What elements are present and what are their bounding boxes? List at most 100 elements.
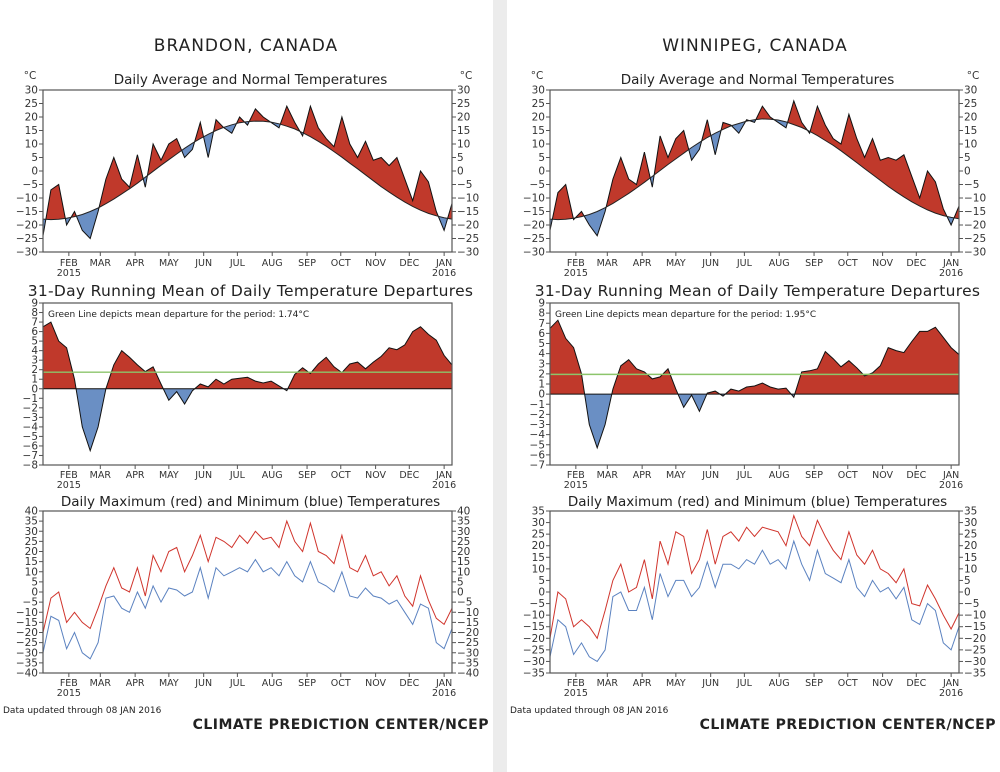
y-tick-label-right: −20 — [457, 220, 479, 232]
y-tick-label-right: −10 — [964, 193, 986, 205]
y-tick-label-right: 0 — [964, 587, 971, 599]
x-year-label: 2015 — [57, 688, 81, 699]
x-tick-label: FEB — [567, 678, 585, 689]
y-tick-label-left: 5 — [31, 336, 38, 348]
x-tick-label: APR — [633, 470, 652, 481]
y-tick-label-right: 25 — [457, 98, 470, 110]
panel-brandon: BRANDON, CANADA °C °C Data updated throu… — [3, 36, 489, 733]
x-year-label: 2015 — [564, 688, 588, 699]
unit-label-left: °C — [24, 70, 37, 82]
chart-max-min: Daily Maximum (red) and Minimum (blue) T… — [16, 494, 479, 699]
y-tick-label-left: −10 — [16, 607, 38, 619]
y-tick-label-right: 30 — [964, 517, 977, 529]
y-tick-label-left: 30 — [25, 85, 38, 97]
x-tick-label: DEC — [906, 470, 926, 481]
chart-title: 31-Day Running Mean of Daily Temperature… — [28, 282, 474, 300]
y-tick-label-left: 2 — [538, 368, 545, 380]
x-tick-label: MAY — [666, 678, 686, 689]
plot-area — [550, 99, 959, 237]
x-year-label: 2015 — [57, 480, 81, 491]
y-tick-label-left: −15 — [16, 206, 38, 218]
y-tick-label-left: −10 — [523, 610, 545, 622]
x-tick-label: DEC — [399, 678, 419, 689]
y-tick-label-right: 15 — [964, 552, 977, 564]
y-tick-label-left: 10 — [532, 139, 545, 151]
y-tick-label-left: −25 — [16, 637, 38, 649]
y-tick-label-right: −30 — [457, 247, 479, 259]
x-tick-label: SEP — [298, 258, 316, 269]
y-tick-label-left: −2 — [23, 402, 38, 414]
y-tick-label-left: 15 — [25, 556, 38, 568]
credit-text: CLIMATE PREDICTION CENTER/NCEP — [700, 717, 996, 733]
x-tick-label: AUG — [262, 258, 283, 269]
maximum-temperature-line — [43, 519, 452, 633]
y-tick-label-right: 20 — [457, 546, 470, 558]
y-tick-label-left: −30 — [16, 647, 38, 659]
x-tick-label: JUN — [701, 258, 719, 269]
y-tick-label-left: −30 — [523, 656, 545, 668]
y-tick-label-left: 6 — [31, 326, 38, 338]
x-tick-label: APR — [633, 678, 652, 689]
y-tick-label-right: 5 — [964, 152, 971, 164]
x-tick-label: MAR — [90, 678, 112, 689]
x-year-label: 2016 — [432, 268, 456, 279]
plot-area — [43, 519, 452, 660]
chart-running-departure: 31-Day Running Mean of Daily Temperature… — [23, 282, 474, 491]
y-tick-label-right: −5 — [457, 179, 472, 191]
x-tick-label: MAR — [90, 470, 112, 481]
y-tick-label-left: −40 — [16, 668, 38, 680]
x-tick-label: MAY — [666, 258, 686, 269]
y-tick-label-right: −20 — [964, 220, 986, 232]
chart-daily-average: Daily Average and Normal Temperatures −30… — [16, 72, 479, 279]
y-tick-label-left: −5 — [23, 179, 38, 191]
x-tick-label: JUN — [194, 258, 212, 269]
y-tick-label-right: −20 — [457, 627, 479, 639]
minimum-temperature-line — [43, 558, 452, 660]
x-tick-label: AUG — [769, 258, 790, 269]
y-tick-label-left: 4 — [538, 348, 545, 360]
y-tick-label-left: 6 — [538, 328, 545, 340]
x-tick-label: JUL — [736, 258, 753, 269]
y-tick-label-right: −30 — [964, 656, 986, 668]
x-tick-label: AUG — [262, 470, 283, 481]
y-tick-label-right: 20 — [457, 112, 470, 124]
y-tick-label-left: −20 — [16, 627, 38, 639]
y-tick-label-left: 8 — [538, 308, 545, 320]
x-year-label: 2016 — [939, 480, 963, 491]
y-tick-label-right: 30 — [457, 526, 470, 538]
plot-area — [550, 513, 959, 663]
y-tick-label-left: 0 — [31, 383, 38, 395]
y-tick-label-right: −10 — [964, 610, 986, 622]
x-year-label: 2016 — [939, 268, 963, 279]
x-tick-label: FEB — [567, 258, 585, 269]
y-tick-label-left: 20 — [25, 112, 38, 124]
x-tick-label: APR — [126, 470, 145, 481]
credit-text: CLIMATE PREDICTION CENTER/NCEP — [193, 717, 489, 733]
x-tick-label: OCT — [331, 678, 351, 689]
x-tick-label: JUN — [701, 470, 719, 481]
x-tick-label: NOV — [872, 678, 893, 689]
y-tick-label-left: −5 — [530, 439, 545, 451]
y-tick-label-right: 15 — [457, 125, 470, 137]
x-tick-label: APR — [126, 678, 145, 689]
y-tick-label-right: −25 — [457, 637, 479, 649]
x-tick-label: OCT — [838, 678, 858, 689]
x-tick-label: SEP — [805, 258, 823, 269]
chart-title: Daily Average and Normal Temperatures — [621, 72, 895, 88]
plot-frame — [42, 302, 453, 466]
x-tick-label: FEB — [60, 258, 78, 269]
y-tick-label-right: 5 — [457, 152, 464, 164]
x-tick-label: MAY — [666, 470, 686, 481]
y-tick-label-right: 35 — [964, 506, 977, 518]
y-tick-label-right: −25 — [457, 233, 479, 245]
y-tick-label-right: −10 — [457, 193, 479, 205]
x-year-label: 2015 — [564, 480, 588, 491]
data-updated-note: Data updated through 08 JAN 2016 — [510, 706, 669, 716]
y-tick-label-left: 8 — [31, 307, 38, 319]
x-tick-label: JUN — [194, 470, 212, 481]
y-tick-label-left: 0 — [31, 166, 38, 178]
departure-line — [550, 319, 959, 450]
y-tick-label-left: 25 — [532, 529, 545, 541]
y-tick-label-left: −5 — [530, 598, 545, 610]
x-tick-label: MAY — [159, 470, 179, 481]
